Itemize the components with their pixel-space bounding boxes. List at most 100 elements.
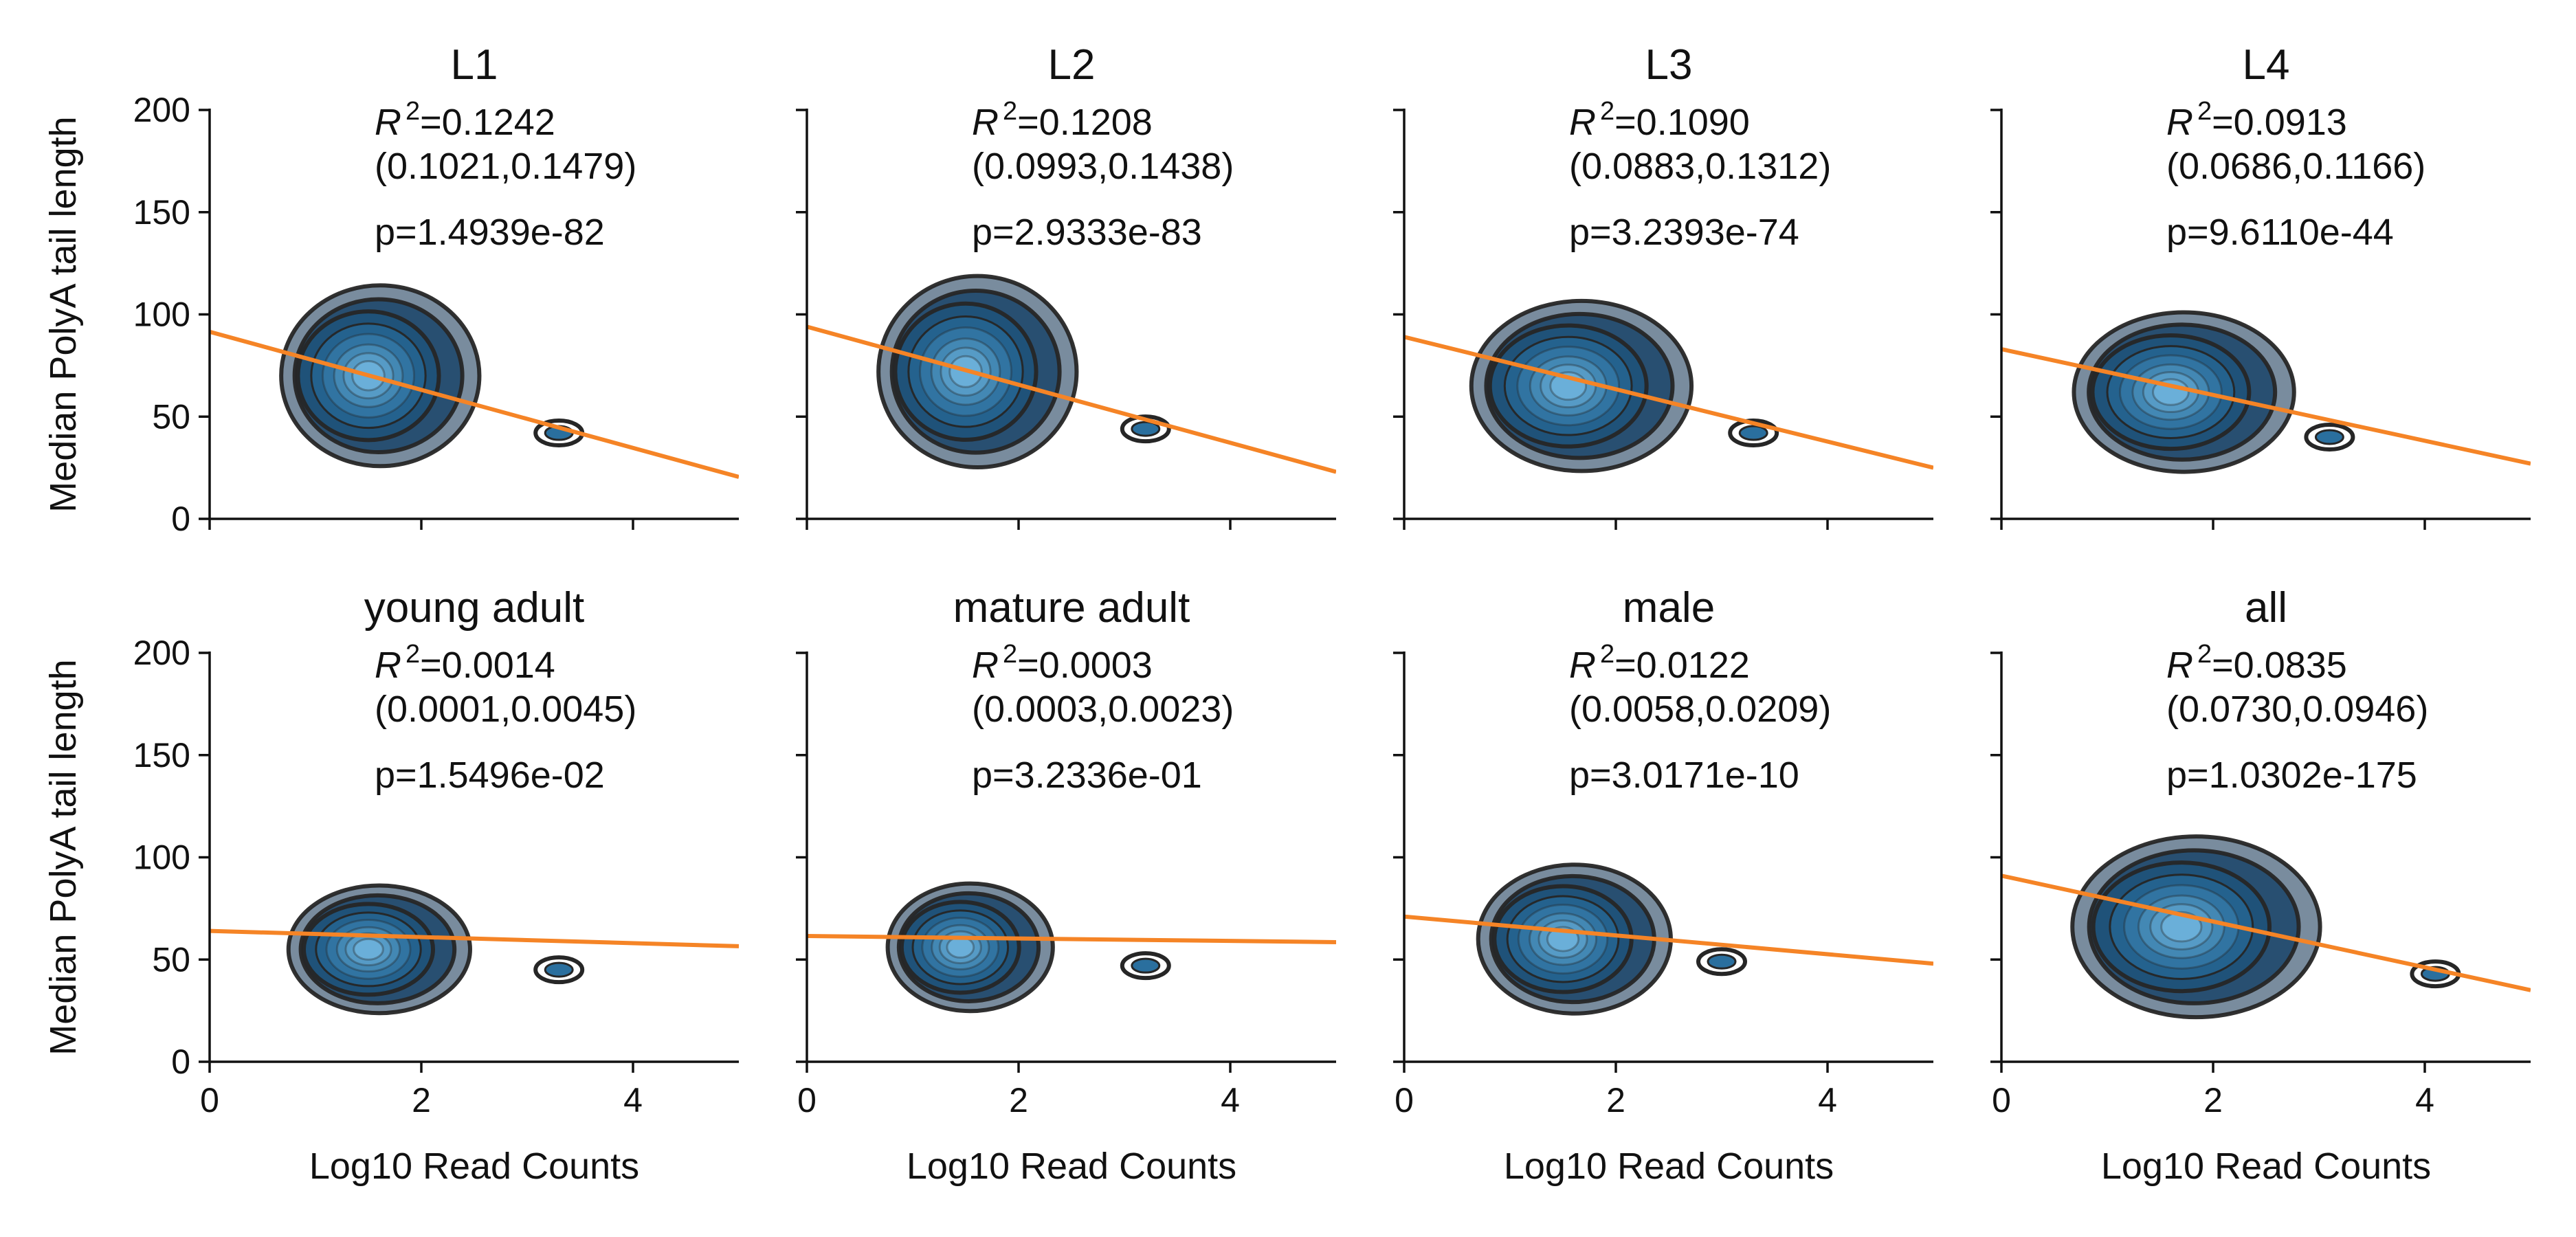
r2-annotation: R 2=0.0835 — [2166, 640, 2347, 686]
p-value-annotation: p=1.0302e-175 — [2166, 755, 2417, 796]
r2-symbol: R — [2166, 102, 2193, 143]
panel-3-plot-area — [2001, 310, 2531, 474]
panel-2-plot-area — [1404, 298, 1933, 473]
y-tick-label: 0 — [171, 1043, 190, 1081]
density-blob-inner — [1131, 421, 1161, 437]
x-axis-label: Log10 Read Counts — [907, 1146, 1236, 1187]
regression-line — [2001, 873, 2531, 992]
panel-0: 0 50 100 150 200 L1 R 2=0.1242(0.1021,0.1479) p=… — [43, 41, 739, 538]
p-value-annotation: p=9.6110e-44 — [2166, 212, 2394, 253]
r2-superscript: 2 — [2197, 97, 2212, 126]
r2-value: =0.1208 — [1017, 102, 1153, 143]
r2-value: =0.0913 — [2212, 102, 2347, 143]
ci-annotation: (0.0001,0.0045) — [375, 689, 636, 730]
y-tick-label: 50 — [152, 940, 190, 979]
r2-symbol: R — [972, 102, 999, 143]
y-tick-label: 150 — [133, 736, 190, 774]
r2-value: =0.1242 — [420, 102, 555, 143]
x-axis-label: Log10 Read Counts — [2101, 1146, 2431, 1187]
y-axis-label: Median PolyA tail length — [43, 116, 84, 512]
panel-2: L3 R 2=0.1090(0.0883,0.1312) p=3.2393e-74 — [1393, 41, 1933, 530]
r2-value: =0.0003 — [1017, 645, 1153, 686]
r2-symbol: R — [1569, 645, 1596, 686]
r2-annotation: R 2=0.0003 — [972, 640, 1153, 686]
regression-line — [210, 329, 739, 479]
panel-1-plot-area — [807, 274, 1336, 474]
x-tick-label: 4 — [623, 1081, 643, 1119]
regression-line — [2001, 347, 2531, 466]
r2-value: =0.0122 — [1614, 645, 1750, 686]
r2-superscript: 2 — [2197, 640, 2212, 669]
r2-value: =0.0014 — [420, 645, 555, 686]
x-tick-label: 0 — [797, 1081, 817, 1119]
p-value-annotation: p=1.5496e-02 — [375, 755, 605, 796]
r2-annotation: R 2=0.1208 — [972, 97, 1153, 143]
r2-value: =0.0835 — [2212, 645, 2347, 686]
x-tick-label: 2 — [1009, 1081, 1028, 1119]
y-tick-label: 150 — [133, 193, 190, 232]
panel-title: all — [2245, 584, 2287, 632]
ci-annotation: (0.0993,0.1438) — [972, 146, 1234, 187]
r2-superscript: 2 — [406, 640, 420, 669]
r2-annotation: R 2=0.0913 — [2166, 97, 2347, 143]
panel-title: L3 — [1645, 41, 1693, 89]
r2-symbol: R — [1569, 102, 1596, 143]
x-tick-label: 4 — [2415, 1081, 2434, 1119]
density-blob-outer — [1696, 947, 1747, 977]
ci-annotation: (0.0686,0.1166) — [2166, 146, 2425, 187]
density-contour — [353, 937, 384, 961]
r2-symbol: R — [972, 645, 999, 686]
x-tick-label: 4 — [1221, 1081, 1240, 1119]
x-tick-label: 2 — [2203, 1081, 2223, 1119]
density-blob-outer — [1728, 419, 1779, 448]
r2-symbol: R — [2166, 645, 2193, 686]
r2-annotation: R 2=0.0122 — [1569, 640, 1750, 686]
panel-title: L4 — [2243, 41, 2290, 89]
x-tick-label: 0 — [200, 1081, 219, 1119]
p-value-annotation: p=1.4939e-82 — [375, 212, 605, 253]
p-value-annotation: p=3.2393e-74 — [1569, 212, 1799, 253]
panel-title: L1 — [451, 41, 498, 89]
x-tick-label: 0 — [1992, 1081, 2011, 1119]
regression-line — [1404, 335, 1933, 470]
r2-superscript: 2 — [406, 97, 420, 126]
x-tick-label: 4 — [1818, 1081, 1837, 1119]
panel-3: L4 R 2=0.0913(0.0686,0.1166) p=9.6110e-44 — [1990, 41, 2531, 530]
density-blob-outer — [1120, 414, 1171, 444]
x-axis-label: Log10 Read Counts — [309, 1146, 639, 1187]
r2-superscript: 2 — [1600, 97, 1614, 126]
density-blob-outer — [1120, 951, 1171, 981]
r2-superscript: 2 — [1600, 640, 1614, 669]
ci-annotation: (0.0730,0.0946) — [2166, 689, 2428, 730]
panel-5-plot-area — [807, 881, 1336, 1014]
regression-line — [1404, 914, 1933, 966]
panel-1: L2 R 2=0.1208(0.0993,0.1438) p=2.9333e-83 — [796, 41, 1336, 530]
x-tick-label: 2 — [412, 1081, 431, 1119]
ci-annotation: (0.0058,0.0209) — [1569, 689, 1831, 730]
panel-title: male — [1623, 584, 1715, 632]
r2-superscript: 2 — [1003, 97, 1017, 126]
regression-line — [807, 324, 1336, 474]
density-blob-outer — [2304, 423, 2355, 452]
density-blob-inner — [1738, 425, 1768, 441]
r2-value: =0.1090 — [1614, 102, 1750, 143]
y-tick-label: 100 — [133, 296, 190, 334]
panel-title: mature adult — [953, 584, 1190, 632]
panel-6-plot-area — [1404, 862, 1933, 1016]
x-axis-label: Log10 Read Counts — [1504, 1146, 1834, 1187]
ci-annotation: (0.0883,0.1312) — [1569, 146, 1831, 187]
density-blob-outer — [533, 955, 585, 985]
y-tick-label: 100 — [133, 838, 190, 877]
y-tick-label: 50 — [152, 397, 190, 436]
panel-7-plot-area — [2001, 834, 2531, 1020]
x-tick-label: 2 — [1606, 1081, 1625, 1119]
panel-0-plot-area — [210, 283, 739, 479]
ci-annotation: (0.0003,0.0023) — [972, 689, 1234, 730]
regression-line — [210, 928, 739, 948]
ci-annotation: (0.1021,0.1479) — [375, 146, 636, 187]
r2-annotation: R 2=0.0014 — [375, 640, 555, 686]
